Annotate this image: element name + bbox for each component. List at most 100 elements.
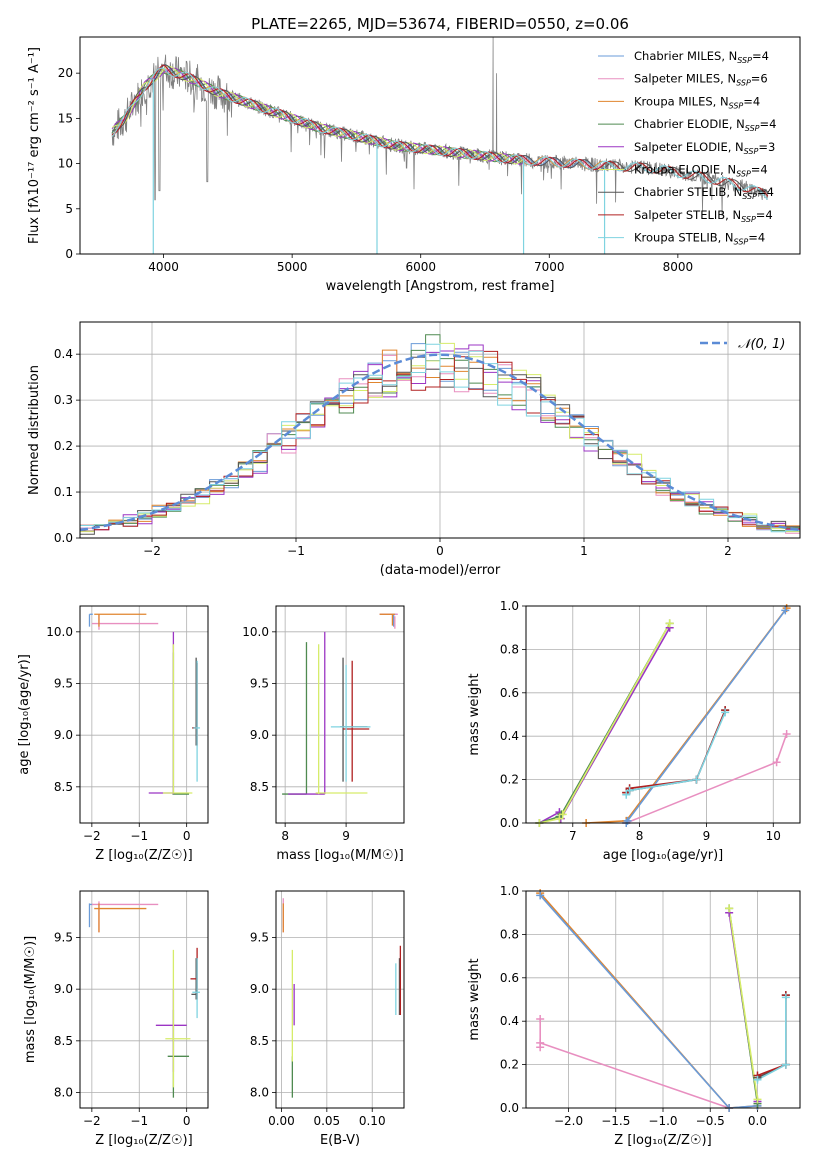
residual_histogram-ytick-label: 0.4 bbox=[54, 347, 73, 361]
mass-weight-line bbox=[757, 995, 787, 1077]
mass_vs_ebv-xtick-label: 0.10 bbox=[359, 1114, 386, 1128]
mass_weight_vs_Z-ytick-label: 0.8 bbox=[500, 927, 519, 941]
mass_vs_Z-xtick-label: 0 bbox=[183, 1114, 191, 1128]
age_vs_mass-xtick-label: 8 bbox=[281, 829, 289, 843]
residual_histogram-xlabel: (data-model)/error bbox=[380, 563, 501, 578]
age_vs_mass-axes: 8 9 8.5 9.0 9.5 10.0 mass [log₁₀(M/M☉)] bbox=[242, 605, 405, 863]
mass_weight_vs_Z-ylabel: mass weight bbox=[467, 958, 482, 1040]
mass_vs_Z-plot-area bbox=[88, 901, 200, 1098]
mass_weight_vs_age-axes: 7 8 9 10 0.0 0.2 0.4 0.6 0.8 1.0 age [log₁₀(age/yr… bbox=[467, 599, 801, 863]
spectrum-ytick-label: 5 bbox=[65, 202, 73, 216]
mass-weight-marker bbox=[781, 606, 790, 615]
mass-weight-line bbox=[539, 623, 671, 823]
mass-weight-line bbox=[625, 709, 726, 794]
mass_weight_vs_Z-xtick-label: −2.0 bbox=[554, 1114, 583, 1128]
mass_vs_ebv-xtick-label: 0.05 bbox=[313, 1114, 340, 1128]
mass_weight_vs_age-ytick-label: 0.4 bbox=[500, 729, 519, 743]
age_vs_Z-axes: −2 −1 0 8.5 9.0 9.5 10.0 Z [log₁₀(Z/Z☉)] age [lo… bbox=[17, 605, 209, 863]
mass_weight_vs_age-ytick-label: 0.6 bbox=[500, 686, 519, 700]
age_vs_mass-xlabel: mass [log₁₀(M/M☉)] bbox=[276, 848, 403, 863]
mass_weight_vs_age-ytick-label: 0.2 bbox=[500, 773, 519, 787]
mass-weight-marker bbox=[725, 904, 734, 913]
mass-weight-marker bbox=[625, 786, 634, 795]
mass_weight_vs_age-xtick-label: 8 bbox=[636, 829, 644, 843]
mass_weight_vs_age-plot-area bbox=[539, 607, 788, 823]
mass-weight-marker bbox=[753, 1075, 762, 1084]
mass_weight_vs_Z-xlabel: Z [log₁₀(Z/Z☉)] bbox=[614, 1133, 711, 1148]
spectrum-model-line bbox=[111, 69, 523, 165]
mass-weight-marker bbox=[721, 708, 730, 717]
age_vs_Z-ytick-label: 9.0 bbox=[54, 728, 73, 742]
mass_weight_vs_Z-xtick-label: 0.0 bbox=[748, 1114, 767, 1128]
mass_vs_Z-xtick-label: −2 bbox=[83, 1114, 101, 1128]
mass-weight-line bbox=[586, 607, 788, 823]
mass_vs_ebv-ytick-label: 8.0 bbox=[250, 1086, 269, 1100]
mass_weight_vs_Z-xtick-label: −1.5 bbox=[601, 1114, 630, 1128]
age_vs_Z-ytick-label: 10.0 bbox=[46, 625, 73, 639]
mass-weight-line bbox=[539, 892, 758, 1108]
mass_vs_ebv-axes: 0.00 0.05 0.10 8.0 8.5 9.0 9.5 E(B-V) bbox=[250, 890, 405, 1148]
age_vs_mass-ytick-label: 8.5 bbox=[250, 780, 269, 794]
spectrum-ytick-label: 0 bbox=[65, 247, 73, 261]
mass_vs_Z-axes: −2 −1 0 8.0 8.5 9.0 9.5 Z [log₁₀(Z/Z☉)] mass [lo… bbox=[23, 890, 209, 1148]
legend-label: Kroupa STELIB, NSSP=4 bbox=[634, 231, 765, 247]
mass_weight_vs_Z-xtick-label: −0.5 bbox=[696, 1114, 725, 1128]
residual_histogram-ytick-label: 0.0 bbox=[54, 531, 73, 545]
mass_vs_ebv-ytick-label: 8.5 bbox=[250, 1034, 269, 1048]
mass-weight-line bbox=[539, 623, 671, 823]
spectrum-model-line bbox=[111, 67, 769, 200]
mass_weight_vs_age-xtick-label: 10 bbox=[766, 829, 781, 843]
mass-weight-marker bbox=[536, 891, 545, 900]
figure-title: PLATE=2265, MJD=53674, FIBERID=0550, z=0… bbox=[251, 15, 629, 33]
mass-weight-line bbox=[728, 908, 759, 1100]
spectrum-xlabel: wavelength [Angstrom, rest frame] bbox=[326, 279, 555, 294]
residual_histogram-xtick-label: 1 bbox=[580, 544, 588, 558]
mass_weight_vs_Z-plot-area bbox=[539, 892, 787, 1108]
mass_weight_vs_age-ytick-label: 0.0 bbox=[500, 816, 519, 830]
mass-weight-marker bbox=[665, 619, 674, 628]
mass_vs_ebv-ytick-label: 9.0 bbox=[250, 982, 269, 996]
residual_histogram-ytick-label: 0.2 bbox=[54, 439, 73, 453]
mass_vs_Z-ytick-label: 8.0 bbox=[54, 1086, 73, 1100]
age_vs_Z-xtick-label: 0 bbox=[183, 829, 191, 843]
legend-label: Kroupa ELODIE, NSSP=4 bbox=[634, 163, 768, 179]
mass-weight-marker bbox=[772, 758, 781, 767]
spectrum-model-line bbox=[111, 64, 769, 197]
mass-weight-line bbox=[625, 711, 726, 796]
mass_vs_Z-xtick-label: −1 bbox=[130, 1114, 148, 1128]
spectrum-frame bbox=[79, 36, 801, 255]
mass_weight_vs_age-xlabel: age [log₁₀(age/yr)] bbox=[603, 848, 724, 863]
age_vs_Z-frame bbox=[79, 605, 209, 824]
mass_weight_vs_Z-ytick-label: 0.2 bbox=[500, 1058, 519, 1072]
histogram-step-line bbox=[80, 343, 800, 538]
legend-label: Chabrier STELIB, NSSP=4 bbox=[634, 185, 774, 201]
spectrum-plot-area bbox=[111, 37, 769, 254]
age_vs_Z-ylabel: age [log₁₀(age/yr)] bbox=[17, 654, 32, 775]
legend-label: 𝒩(0, 1) bbox=[738, 337, 785, 352]
residual_histogram-frame bbox=[79, 321, 801, 539]
mass-weight-line bbox=[757, 995, 787, 1079]
mass_weight_vs_Z-ytick-label: 0.0 bbox=[500, 1101, 519, 1115]
mass-weight-marker bbox=[536, 1015, 545, 1024]
mass_weight_vs_Z-ytick-label: 0.6 bbox=[500, 971, 519, 985]
mass-weight-marker bbox=[692, 775, 701, 784]
age_vs_mass-plot-area bbox=[282, 613, 398, 795]
spectrum-xtick-label: 5000 bbox=[277, 260, 308, 274]
gaussian-curve bbox=[80, 353, 800, 532]
mass_vs_Z-xlabel: Z [log₁₀(Z/Z☉)] bbox=[95, 1133, 192, 1148]
legend-label: Chabrier MILES, NSSP=4 bbox=[634, 49, 769, 65]
mass_weight_vs_age-ylabel: mass weight bbox=[467, 673, 482, 755]
residual_histogram-ytick-label: 0.3 bbox=[54, 393, 73, 407]
residual_histogram-plot-area bbox=[80, 334, 800, 538]
spectrum-xtick-label: 4000 bbox=[148, 260, 179, 274]
age_vs_Z-ytick-label: 8.5 bbox=[54, 780, 73, 794]
age_vs_Z-xtick-label: −1 bbox=[130, 829, 148, 843]
age_vs_Z-xlabel: Z [log₁₀(Z/Z☉)] bbox=[95, 848, 192, 863]
spectrum-xtick-label: 8000 bbox=[663, 260, 694, 274]
mass-weight-line bbox=[757, 997, 787, 1081]
mass_vs_Z-ytick-label: 9.0 bbox=[54, 982, 73, 996]
residual_histogram-xtick-label: 0 bbox=[436, 544, 444, 558]
spectrum-model-line bbox=[111, 67, 523, 165]
age_vs_Z-xtick-label: −2 bbox=[83, 829, 101, 843]
residual_histogram-xtick-label: 2 bbox=[724, 544, 732, 558]
